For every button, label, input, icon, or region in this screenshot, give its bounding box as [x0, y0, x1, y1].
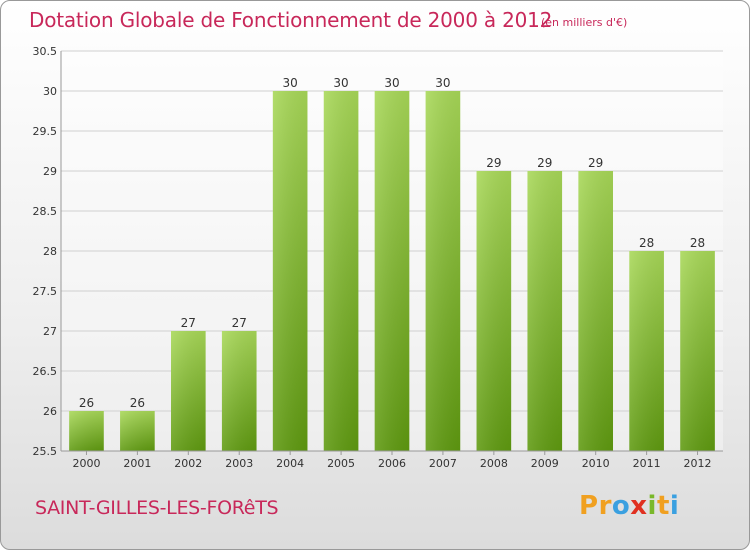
- x-tick-label: 2010: [582, 457, 610, 470]
- bar-shade: [425, 91, 461, 451]
- bar-shade: [272, 91, 308, 451]
- y-tick-label: 26.5: [33, 365, 58, 378]
- chart-unit: (en milliers d'€): [541, 16, 628, 29]
- y-tick-label: 30: [43, 85, 57, 98]
- data-label: 30: [384, 76, 399, 90]
- x-tick-label: 2001: [123, 457, 151, 470]
- bar-shade: [69, 411, 104, 451]
- bar-shade: [527, 171, 563, 451]
- bar-shade: [221, 331, 257, 451]
- logo-letter: t: [656, 491, 670, 521]
- y-tick-label: 29.5: [33, 125, 58, 138]
- bar-shade: [120, 411, 155, 451]
- logo-letter: r: [598, 491, 612, 521]
- logo-letter: i: [669, 491, 680, 521]
- x-tick-label: 2006: [378, 457, 406, 470]
- y-tick-label: 25.5: [33, 445, 58, 458]
- bar-shade: [578, 171, 614, 451]
- y-tick-label: 30.5: [33, 45, 58, 58]
- y-tick-label: 28.5: [33, 205, 58, 218]
- logo-letter: i: [647, 491, 657, 521]
- data-label: 26: [79, 396, 94, 410]
- y-tick-label: 28: [43, 245, 57, 258]
- y-tick-label: 27.5: [33, 285, 58, 298]
- logo-letter: P: [579, 491, 599, 521]
- commune-name: SAINT-GILLES-LES-FORêTS: [35, 497, 279, 519]
- x-tick-label: 2004: [276, 457, 304, 470]
- data-label: 29: [486, 156, 501, 170]
- data-label: 26: [130, 396, 145, 410]
- data-label: 29: [588, 156, 603, 170]
- x-tick-label: 2003: [225, 457, 253, 470]
- logo-letter: x: [630, 491, 648, 521]
- data-label: 28: [690, 236, 705, 250]
- x-tick-label: 2002: [174, 457, 202, 470]
- data-label: 30: [435, 76, 450, 90]
- x-tick-label: 2000: [72, 457, 100, 470]
- data-label: 30: [283, 76, 298, 90]
- bar-shade: [170, 331, 206, 451]
- bar-shade: [323, 91, 359, 451]
- data-label: 27: [232, 316, 247, 330]
- data-label: 27: [181, 316, 196, 330]
- chart-title: Dotation Globale de Fonctionnement de 20…: [29, 8, 553, 32]
- bar-shade: [374, 91, 410, 451]
- proxiti-logo: Proxiti: [579, 491, 679, 521]
- x-tick-label: 2012: [684, 457, 712, 470]
- y-tick-label: 26: [43, 405, 57, 418]
- logo-letter: o: [611, 491, 631, 521]
- y-tick-label: 29: [43, 165, 57, 178]
- data-label: 29: [537, 156, 552, 170]
- data-label: 30: [333, 76, 348, 90]
- bar-shade: [680, 251, 715, 451]
- y-tick-label: 27: [43, 325, 57, 338]
- x-tick-label: 2009: [531, 457, 559, 470]
- x-tick-label: 2008: [480, 457, 508, 470]
- x-tick-label: 2005: [327, 457, 355, 470]
- x-tick-label: 2011: [633, 457, 661, 470]
- bar-shade: [629, 251, 664, 451]
- data-label: 28: [639, 236, 654, 250]
- bar-shade: [476, 171, 512, 451]
- x-tick-label: 2007: [429, 457, 457, 470]
